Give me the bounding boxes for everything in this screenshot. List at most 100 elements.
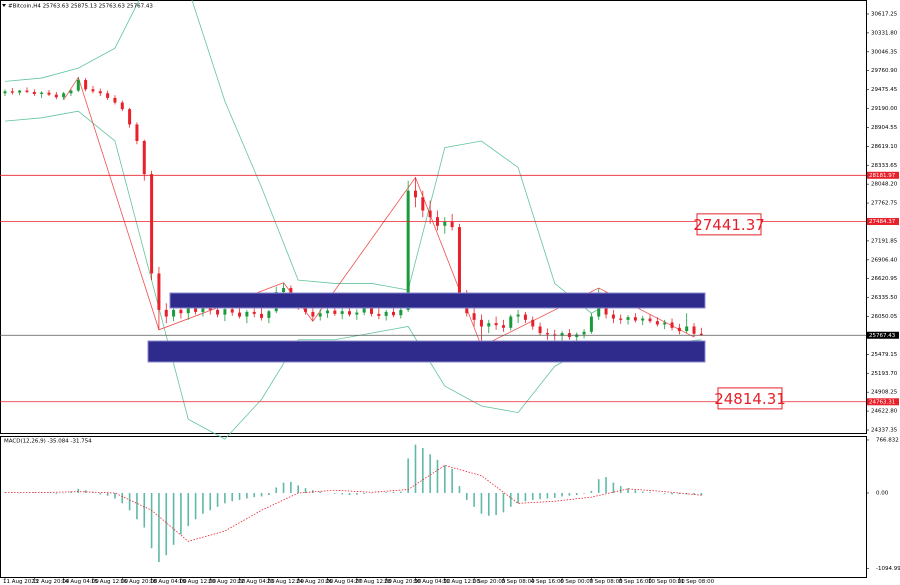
candle-body [340,311,344,314]
x-tick-label: 8 Sep 16:00 [619,579,653,585]
level-label: 27484.37 [869,219,896,225]
overlay: 27441.37 24814.31 [0,174,866,542]
x-tick-label: 18 Aug 04:00 [150,579,188,585]
candle-body [663,322,667,325]
candle-body [472,313,476,320]
candle-body [120,102,124,110]
y-tick-label: 24908.25 [871,390,898,396]
y-tick-label: 26050.05 [871,314,898,320]
candle-body [318,313,322,317]
candle-body [18,90,22,93]
candle-body [348,311,352,315]
y-tick-label: 26620.95 [871,276,898,282]
candle-body [252,311,256,314]
x-tick-label: 12 Aug 20:00 [32,579,70,585]
candle-body [230,309,234,313]
candle-body [282,288,286,293]
y-tick-label: 29475.45 [871,87,898,93]
y-tick-label: 29190.00 [871,106,898,112]
level-label-bg [867,171,899,179]
candle-body [443,221,447,226]
candle-body [619,318,623,320]
candle-body [575,334,579,338]
candle-body [32,91,36,94]
x-tick-label: 20 Aug 20:00 [208,579,246,585]
candle-body [25,90,29,92]
candle-body [479,319,483,327]
candle-body [370,307,373,314]
x-tick-label: 11 Sep 08:00 [677,579,714,585]
candle-body [3,91,7,94]
level-label-bg [867,218,899,226]
x-tick-label: 28 Aug 20:00 [384,579,422,585]
candle-body [545,333,549,335]
annotation: 24814.31 [714,390,786,408]
candle-body [589,316,593,332]
candle-body [509,316,513,328]
candle-body [677,327,681,332]
y-tick-label: 766.832 [876,437,899,443]
candle-body [47,92,51,95]
candle-body [245,311,249,317]
candle-body [391,311,395,316]
candle-body [523,314,527,320]
candle-body [186,307,190,314]
candle-body [633,317,637,321]
x-tick-label: 31 Aug 12:00 [443,579,481,585]
candle-body [692,326,696,334]
candle-body [355,312,359,315]
candle-body [98,91,102,94]
level-label: 24763.31 [869,399,895,405]
annotation-box [717,387,783,410]
x-tick-label: 7 Sep 08:00 [589,579,623,585]
annotation-box [696,213,762,236]
candle-body [685,326,689,332]
x-tick-label: 14 Aug 04:00 [62,579,100,585]
candle-body [164,309,168,317]
y-tick-label: 28333.65 [871,163,898,169]
candle-body [648,318,652,322]
candle-body [450,221,454,228]
x-tick-label: 27 Aug 12:00 [355,579,393,585]
current-price-bg [867,331,899,339]
level-label-bg [867,398,899,406]
candle-body [157,273,161,310]
x-tick-label: 11 Aug 2023 [3,579,39,585]
y-tick-label: 28048.20 [871,182,898,188]
x-tick-label: 22 Aug 04:00 [238,579,276,585]
candle-body [40,92,44,94]
candle-body [384,311,388,316]
candle-body [150,174,154,274]
annotation: 27441.37 [693,216,765,234]
candle-body [421,197,425,211]
macd-signal [5,464,702,542]
candle-body [201,306,205,312]
chart-title: #Bitcoin,H4 25763.63 25875.13 25763.63 2… [8,4,153,10]
y-tick-label: 24622.80 [871,409,898,415]
candle-body [142,140,146,175]
y-tick-label: 0.00 [876,490,889,496]
candle-body [10,91,14,93]
x-tick-label: 6 Sep 00:00 [560,579,594,585]
candle-body [135,124,139,141]
candle-body [260,313,264,318]
x-tick-label: 1 Sep 20:00 [472,579,506,585]
candle-body [216,309,220,315]
y-tick-label: 28904.55 [871,125,898,131]
candle-body [84,80,88,90]
y-tick-label: 30617.25 [871,11,898,17]
indicators [4,0,703,563]
candle-body [223,309,227,315]
candle-body [406,190,410,310]
candle-body [399,309,403,316]
candle-body [560,333,564,336]
candle-body [626,317,630,320]
candle-body [413,190,417,198]
candle-body [311,311,315,317]
candle-body [531,319,535,327]
y-tick-label: 30331.80 [871,30,898,36]
y-tick-label: 27762.75 [871,201,898,207]
x-tick-label: 26 Aug 04:00 [326,579,364,585]
x-tick-label: 4 Sep 16:00 [531,579,565,585]
